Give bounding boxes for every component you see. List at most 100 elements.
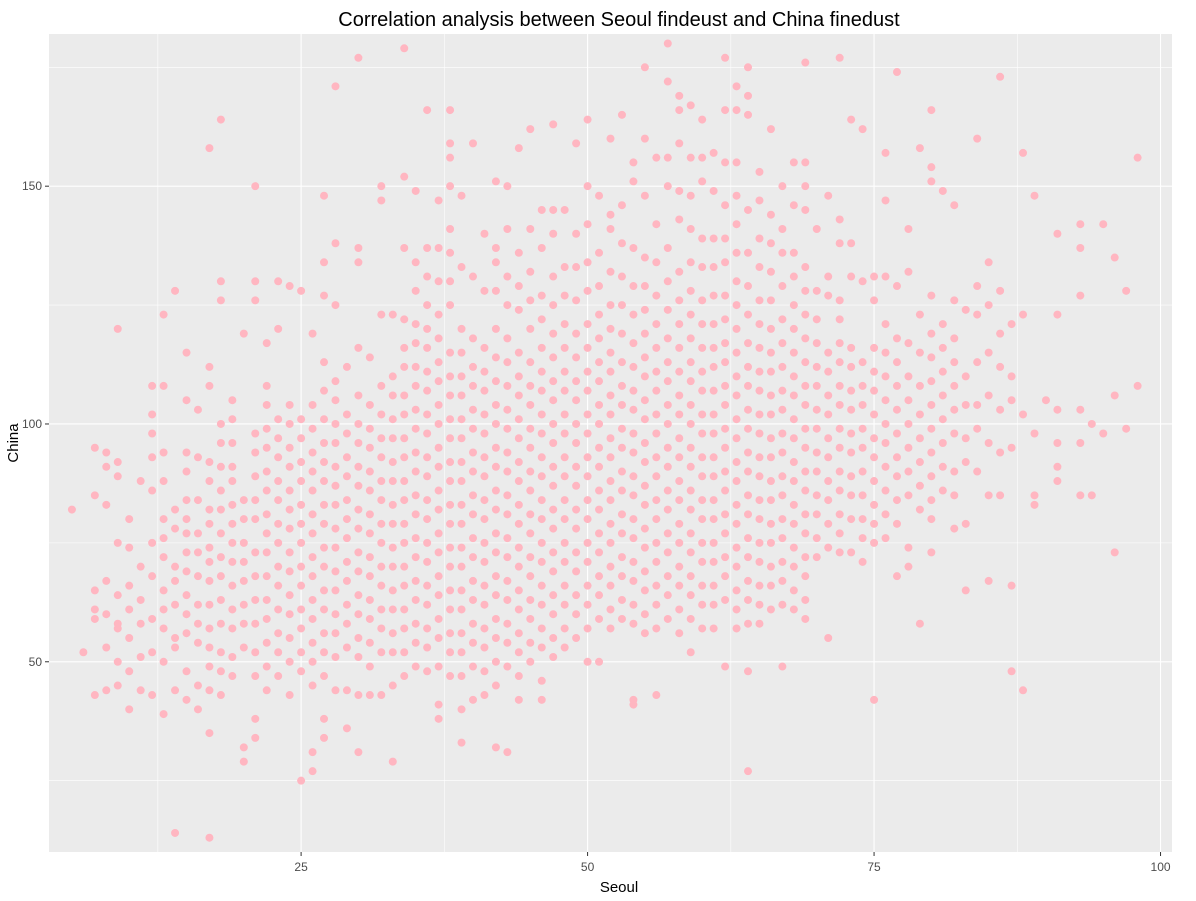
data-point	[560, 538, 569, 547]
data-point	[915, 481, 924, 490]
data-point	[835, 315, 844, 324]
data-point	[308, 614, 317, 623]
data-point	[342, 453, 351, 462]
data-point	[308, 657, 317, 666]
data-point	[709, 538, 718, 547]
data-point	[744, 467, 753, 476]
data-point	[331, 653, 340, 662]
data-point	[812, 491, 821, 500]
data-point	[721, 106, 730, 115]
data-point	[732, 477, 741, 486]
data-point	[835, 424, 844, 433]
data-point	[950, 296, 959, 305]
data-point	[617, 467, 626, 476]
data-point	[514, 391, 523, 400]
data-point	[365, 353, 374, 362]
data-point	[744, 619, 753, 628]
data-point	[549, 120, 558, 129]
data-point	[973, 400, 982, 409]
x-tick-label: 50	[581, 860, 595, 874]
data-point	[526, 657, 535, 666]
data-point	[468, 695, 477, 704]
data-point	[342, 515, 351, 524]
data-point	[549, 567, 558, 576]
data-point	[572, 591, 581, 600]
data-point	[491, 177, 500, 186]
data-point	[102, 576, 111, 585]
data-point	[927, 106, 936, 115]
data-point	[675, 186, 684, 195]
data-point	[595, 334, 604, 343]
data-point	[491, 743, 500, 752]
data-point	[652, 600, 661, 609]
data-point	[239, 496, 248, 505]
data-point	[766, 581, 775, 590]
data-point	[560, 643, 569, 652]
data-point	[789, 543, 798, 552]
data-point	[996, 405, 1005, 414]
data-point	[216, 115, 225, 124]
data-point	[171, 562, 180, 571]
data-point	[285, 591, 294, 600]
data-point	[331, 524, 340, 533]
data-point	[892, 282, 901, 291]
data-point	[365, 424, 374, 433]
data-point	[285, 548, 294, 557]
data-point	[595, 419, 604, 428]
data-point	[617, 358, 626, 367]
data-point	[251, 277, 260, 286]
data-point	[491, 548, 500, 557]
data-point	[537, 695, 546, 704]
data-point	[274, 672, 283, 681]
data-point	[789, 372, 798, 381]
data-point	[239, 538, 248, 547]
data-point	[1110, 253, 1119, 262]
data-point	[732, 458, 741, 467]
data-point	[228, 500, 237, 509]
data-point	[113, 624, 122, 633]
data-point	[228, 439, 237, 447]
data-point	[640, 282, 649, 291]
data-point	[629, 282, 638, 291]
data-point	[308, 595, 317, 604]
x-tick-label: 25	[294, 860, 308, 874]
data-point	[320, 586, 329, 595]
data-point	[377, 381, 386, 390]
data-point	[342, 724, 351, 733]
data-point	[239, 600, 248, 609]
data-point	[537, 496, 546, 505]
data-point	[251, 733, 260, 742]
data-point	[709, 496, 718, 505]
data-point	[205, 557, 214, 566]
data-point	[320, 543, 329, 552]
data-point	[858, 358, 867, 367]
data-point	[950, 201, 959, 210]
data-point	[835, 239, 844, 248]
data-point	[915, 310, 924, 319]
data-point	[480, 472, 489, 481]
data-point	[595, 591, 604, 600]
data-point	[182, 467, 191, 476]
data-point	[549, 205, 558, 214]
data-point	[709, 386, 718, 395]
data-point	[491, 244, 500, 253]
data-point	[549, 329, 558, 338]
data-point	[159, 553, 168, 562]
data-point	[423, 667, 432, 676]
data-point	[881, 419, 890, 428]
data-point	[274, 415, 283, 424]
data-point	[526, 400, 535, 409]
data-point	[411, 286, 420, 295]
data-point	[606, 391, 615, 400]
data-point	[675, 391, 684, 400]
data-point	[927, 177, 936, 186]
data-point	[686, 462, 695, 471]
data-point	[205, 833, 214, 842]
data-point	[125, 605, 134, 614]
data-point	[297, 624, 306, 633]
data-point	[377, 196, 386, 205]
data-point	[560, 367, 569, 376]
data-point	[778, 600, 787, 609]
data-point	[331, 462, 340, 471]
data-point	[789, 500, 798, 509]
